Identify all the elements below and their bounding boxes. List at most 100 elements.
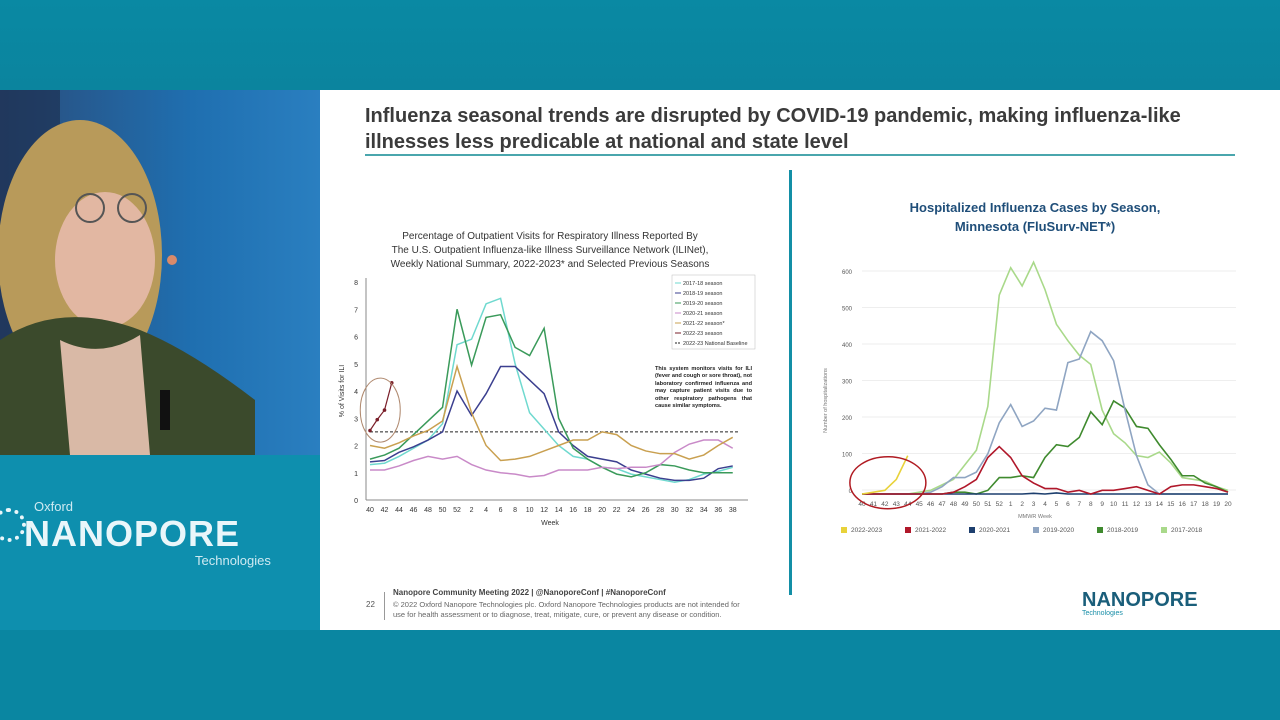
x-tick-label: 4 [1043, 501, 1047, 508]
x-tick-label: 6 [1066, 501, 1070, 508]
x-tick-label: 16 [569, 507, 577, 514]
x-tick-label: 38 [729, 507, 737, 514]
chart-annotation: This system monitors visits for ILI (fev… [655, 366, 752, 410]
legend-label: 2019-2020 [1043, 527, 1074, 534]
x-tick-label: 10 [526, 507, 534, 514]
x-tick-label: 49 [961, 501, 969, 508]
x-tick-label: 50 [973, 501, 981, 508]
y-tick-label: 400 [842, 343, 853, 349]
series-marker [382, 408, 387, 412]
x-tick-label: 40 [858, 501, 866, 508]
slide-logo-sub: Technologies [1082, 610, 1123, 617]
x-tick-label: 36 [714, 507, 722, 514]
y-tick-label: 0 [849, 489, 853, 495]
annotation-box: This system monitors visits for ILI (fev… [655, 366, 752, 410]
legend-swatch [1161, 527, 1167, 533]
x-tick-label: 14 [555, 507, 563, 514]
y-tick-label: 300 [842, 380, 853, 386]
hospitalization-chart: Hospitalized Influenza Cases by Season, M… [823, 200, 1236, 534]
chart-title: The U.S. Outpatient Influenza-like Illne… [392, 245, 709, 256]
nanopore-logo-icon [0, 508, 26, 542]
x-tick-label: 11 [1122, 501, 1129, 508]
legend-label: 2021-22 season* [683, 321, 725, 327]
x-tick-label: 24 [627, 507, 635, 514]
series-line-2020-21-season [370, 439, 734, 478]
video-top-band [0, 0, 1280, 90]
footer-divider [384, 592, 385, 620]
logo-oxford: Oxford [34, 499, 74, 514]
chart-title: Hospitalized Influenza Cases by Season, [910, 200, 1161, 215]
legend-label: 2022-23 season [683, 331, 722, 337]
series-line-2022-2023 [861, 455, 909, 495]
x-tick-label: 19 [1213, 501, 1221, 508]
speaker-figure [0, 90, 255, 455]
x-tick-label: 2 [1020, 501, 1024, 508]
x-axis-label: Week [541, 520, 559, 527]
page-number: 22 [366, 600, 375, 609]
legend-label: 2019-20 season [683, 301, 722, 307]
legend-label: 2018-2019 [1107, 527, 1138, 534]
legend-label: 2018-19 season [683, 291, 722, 297]
y-tick-label: 4 [354, 389, 358, 396]
x-tick-label: 44 [395, 507, 403, 514]
footer-disclaimer: © 2022 Oxford Nanopore Technologies plc.… [393, 600, 740, 619]
legend-swatch [1097, 527, 1103, 533]
x-tick-label: 15 [1167, 501, 1175, 508]
x-tick-label: 46 [927, 501, 935, 508]
y-tick-label: 500 [842, 307, 853, 313]
legend-swatch [969, 527, 975, 533]
series-line-2017-2018 [862, 260, 1229, 495]
x-tick-label: 9 [1100, 501, 1104, 508]
x-tick-label: 48 [424, 507, 432, 514]
x-tick-label: 51 [984, 501, 992, 508]
x-tick-label: 42 [881, 501, 889, 508]
series-line-2021-22-season- [369, 363, 734, 462]
y-tick-label: 600 [842, 270, 853, 276]
legend-label: 2020-21 season [683, 311, 722, 317]
x-tick-label: 18 [584, 507, 592, 514]
x-axis-label: MMWR Week [1018, 514, 1052, 520]
x-tick-label: 12 [540, 507, 548, 514]
x-tick-label: 17 [1190, 501, 1198, 508]
x-tick-label: 8 [1089, 501, 1093, 508]
x-tick-label: 2 [470, 507, 474, 514]
x-tick-label: 50 [439, 507, 447, 514]
x-tick-label: 3 [1032, 501, 1036, 508]
slide: Influenza seasonal trends are disrupted … [320, 90, 1280, 630]
series-line-2019-20-season [369, 309, 733, 478]
series-line-2017-18-season [369, 297, 733, 484]
x-tick-label: 34 [700, 507, 708, 514]
x-tick-label: 42 [381, 507, 389, 514]
series-line-2022-23-season [369, 382, 393, 431]
x-tick-label: 14 [1156, 501, 1164, 508]
x-tick-label: 47 [938, 501, 946, 508]
x-tick-label: 12 [1133, 501, 1141, 508]
x-tick-label: 13 [1144, 501, 1152, 508]
video-bottom-band [0, 630, 1280, 720]
y-tick-label: 0 [354, 498, 358, 505]
y-tick-label: 8 [354, 280, 358, 287]
slide-logo: NANOPORE Technologies [1082, 590, 1198, 618]
legend-label: 2021-2022 [915, 527, 946, 534]
chart-title: Percentage of Outpatient Visits for Resp… [402, 231, 698, 242]
legend-swatch [905, 527, 911, 533]
x-tick-label: 26 [642, 507, 650, 514]
ili-chart: Percentage of Outpatient Visits for Resp… [339, 231, 756, 527]
x-tick-label: 22 [613, 507, 621, 514]
series-marker [389, 381, 394, 385]
x-tick-label: 45 [916, 501, 924, 508]
legend-label: 2022-2023 [851, 527, 882, 534]
y-tick-label: 2 [354, 444, 358, 451]
x-tick-label: 20 [598, 507, 606, 514]
logo-nanopore: NANOPORE [24, 513, 241, 554]
x-tick-label: 8 [513, 507, 517, 514]
slide-logo-text: NANOPORE [1082, 589, 1198, 611]
title-underline [365, 154, 1235, 156]
x-tick-label: 6 [499, 507, 503, 514]
y-tick-label: 7 [354, 307, 358, 314]
footer-event: Nanopore Community Meeting 2022 | @Nanop… [393, 588, 666, 597]
y-axis-label: % of Visits for ILI [339, 365, 346, 417]
x-tick-label: 46 [410, 507, 418, 514]
speaker-video [0, 90, 320, 455]
x-tick-label: 48 [950, 501, 958, 508]
